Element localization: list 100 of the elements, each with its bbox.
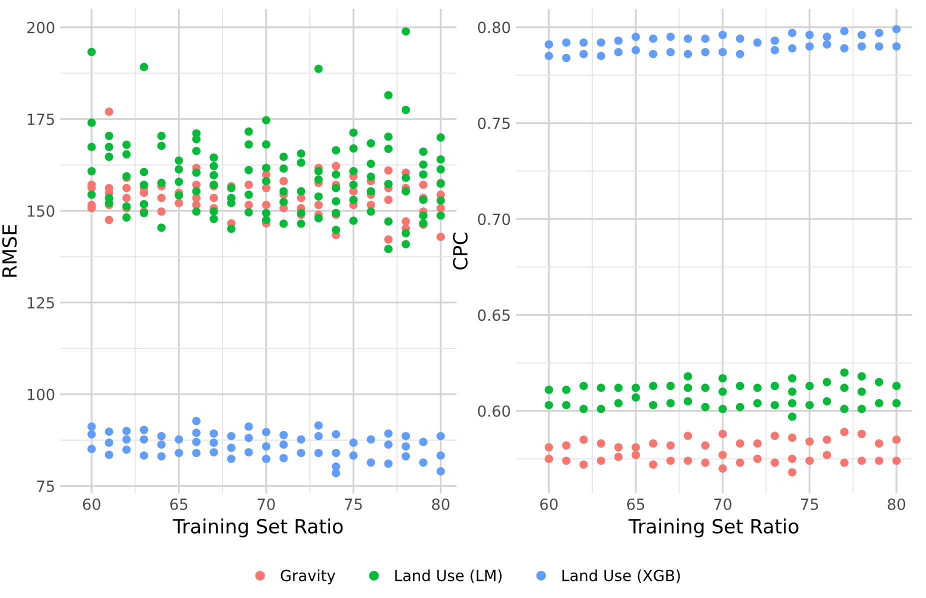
point — [596, 38, 606, 47]
legend-label: Land Use (XGB) — [562, 569, 680, 584]
point — [648, 460, 658, 469]
point — [684, 372, 692, 380]
point — [666, 382, 675, 390]
y-tick-label: 0.65 — [478, 309, 510, 321]
point — [419, 438, 428, 446]
point — [632, 443, 640, 452]
point — [718, 430, 727, 438]
point — [805, 437, 814, 446]
point — [822, 450, 832, 460]
point — [648, 382, 658, 390]
point — [579, 460, 588, 469]
y-tick-label: 125 — [28, 297, 54, 309]
point — [227, 432, 236, 440]
point — [684, 34, 692, 43]
point — [874, 42, 884, 51]
point — [701, 384, 710, 392]
point — [648, 50, 658, 58]
point — [788, 468, 796, 476]
point — [384, 459, 393, 468]
point — [596, 384, 606, 392]
point — [157, 440, 166, 449]
point — [87, 422, 96, 431]
point — [596, 439, 606, 448]
x-tick-label: 65 — [170, 498, 188, 510]
point — [805, 456, 814, 465]
point — [822, 397, 832, 406]
point — [648, 439, 658, 448]
point — [210, 448, 218, 456]
point — [736, 382, 744, 390]
legend-label: Land Use (LM) — [395, 569, 502, 584]
point — [770, 432, 779, 440]
point — [684, 384, 692, 392]
point — [805, 30, 814, 40]
point — [840, 458, 848, 467]
y-tick-label: 0.75 — [478, 118, 510, 130]
point — [174, 448, 184, 458]
x-tick-label: 60 — [82, 498, 100, 510]
point — [596, 404, 606, 414]
point — [436, 467, 445, 476]
x-tick-label: 65 — [627, 498, 644, 510]
point — [718, 30, 727, 40]
y-tick-label: 100 — [28, 388, 54, 400]
point — [104, 450, 114, 459]
point — [614, 48, 623, 56]
point — [544, 52, 554, 60]
point — [840, 368, 848, 377]
y-tick-label: 0.60 — [478, 405, 510, 417]
x-tick-label: 80 — [432, 498, 450, 510]
point — [684, 432, 692, 440]
x-tick-label: 75 — [801, 498, 818, 510]
point — [840, 26, 848, 36]
point — [244, 422, 253, 431]
y-tick-label: 75 — [37, 480, 54, 492]
point — [736, 50, 744, 58]
point — [666, 32, 675, 41]
point — [788, 434, 796, 442]
y-tick-label: 200 — [27, 22, 54, 34]
point — [279, 454, 288, 462]
point — [192, 428, 201, 437]
point — [87, 444, 96, 454]
point — [562, 386, 570, 394]
point — [822, 435, 832, 444]
point — [770, 458, 779, 467]
point — [436, 451, 445, 460]
point — [596, 456, 606, 465]
point — [314, 448, 323, 458]
x-tick-label: 60 — [540, 498, 558, 510]
point — [262, 442, 270, 451]
point — [562, 441, 570, 450]
point — [140, 451, 148, 460]
point — [579, 382, 588, 390]
point — [332, 448, 340, 458]
point — [122, 446, 131, 454]
point — [262, 428, 270, 436]
point — [227, 454, 236, 464]
point — [192, 448, 201, 458]
point — [840, 384, 848, 392]
point — [684, 397, 692, 406]
point — [736, 34, 744, 43]
point — [822, 378, 832, 386]
point — [579, 50, 588, 58]
point — [874, 456, 884, 465]
point — [858, 42, 866, 51]
point — [614, 384, 623, 392]
point — [788, 44, 796, 52]
point — [753, 384, 762, 392]
point — [718, 374, 727, 382]
point — [666, 441, 675, 450]
point — [140, 426, 148, 434]
point — [788, 374, 796, 382]
point — [666, 48, 675, 56]
point — [718, 48, 727, 56]
point — [858, 404, 866, 414]
point — [753, 454, 762, 463]
point — [788, 399, 796, 408]
point — [349, 451, 358, 460]
point — [822, 40, 832, 49]
point — [701, 402, 710, 412]
